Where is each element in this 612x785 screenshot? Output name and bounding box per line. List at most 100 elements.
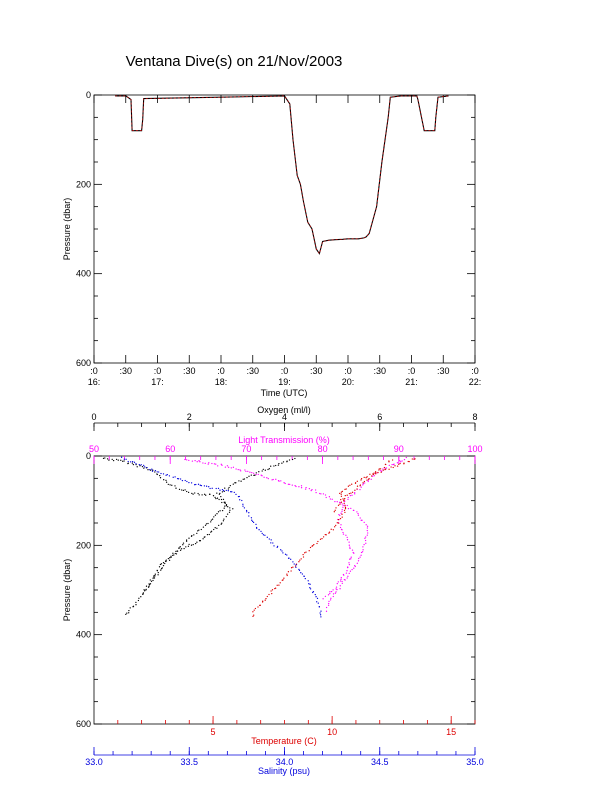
- data-point: [356, 480, 358, 482]
- data-point: [291, 484, 293, 486]
- data-point: [230, 491, 232, 493]
- data-point: [247, 470, 249, 473]
- data-point: [413, 458, 415, 460]
- data-point: [190, 544, 193, 546]
- data-point: [239, 469, 241, 471]
- data-point: [344, 506, 347, 509]
- data-point: [309, 588, 312, 590]
- data-point: [339, 503, 341, 505]
- data-point: [405, 456, 407, 459]
- data-point: [179, 546, 181, 548]
- data-point: [270, 542, 272, 544]
- data-point: [375, 473, 377, 475]
- data-point: [203, 536, 205, 538]
- data-point: [362, 482, 364, 484]
- data-point: [216, 497, 219, 499]
- data-point: [310, 489, 312, 492]
- data-point: [372, 473, 375, 476]
- data-point: [314, 489, 317, 491]
- data-point: [382, 468, 384, 470]
- data-point: [153, 577, 156, 579]
- data-point: [362, 546, 364, 548]
- data-point: [366, 479, 368, 481]
- top-panel: 0200400600:016::30:017::30:018::30:019::…: [62, 90, 481, 398]
- data-point: [351, 483, 353, 485]
- data-point: [157, 571, 159, 574]
- data-point: [139, 465, 141, 467]
- data-point: [359, 556, 361, 558]
- data-point: [249, 471, 251, 473]
- data-point: [185, 540, 188, 542]
- data-point: [138, 463, 140, 466]
- data-point: [204, 462, 206, 465]
- data-point: [348, 572, 350, 575]
- data-point: [202, 462, 204, 464]
- data-point: [274, 587, 276, 590]
- bottom-plot-frame: [93, 455, 476, 725]
- data-point: [215, 463, 217, 465]
- data-point: [399, 460, 401, 462]
- oxygen-tick-label: 8: [472, 412, 477, 422]
- data-point: [346, 494, 348, 496]
- data-point: [280, 549, 282, 551]
- data-point: [261, 475, 263, 477]
- data-point: [198, 494, 200, 496]
- top-x-tick-label: 18:: [215, 377, 228, 387]
- data-point: [344, 494, 346, 497]
- data-point: [245, 470, 247, 473]
- data-point: [278, 584, 280, 586]
- data-point: [127, 462, 129, 464]
- data-point: [346, 536, 348, 539]
- data-point: [337, 581, 339, 583]
- data-point: [149, 583, 152, 585]
- data-point: [328, 531, 331, 533]
- data-point: [147, 586, 150, 588]
- data-point: [341, 508, 343, 511]
- data-point: [341, 510, 343, 513]
- data-point: [336, 501, 338, 503]
- data-point: [340, 577, 342, 579]
- data-point: [273, 545, 275, 547]
- data-point: [411, 458, 413, 460]
- data-point: [238, 495, 240, 498]
- data-point: [327, 604, 330, 606]
- data-point: [188, 481, 190, 484]
- data-point: [359, 488, 361, 491]
- salinity-tick-label: 33.5: [180, 757, 198, 767]
- data-point: [261, 470, 263, 472]
- data-point: [329, 591, 331, 593]
- data-point: [168, 475, 171, 477]
- data-point: [173, 554, 175, 556]
- data-point: [112, 459, 115, 462]
- data-point: [354, 482, 357, 484]
- data-point: [201, 494, 203, 496]
- data-point: [239, 499, 241, 501]
- data-point: [300, 487, 303, 489]
- data-point: [135, 601, 137, 604]
- data-point: [275, 464, 277, 467]
- data-point: [329, 498, 332, 500]
- data-point: [182, 542, 185, 544]
- data-point: [123, 460, 125, 462]
- data-point: [316, 597, 319, 600]
- data-point: [210, 530, 213, 532]
- data-point: [266, 595, 268, 598]
- data-point: [241, 499, 243, 502]
- data-point: [179, 549, 182, 551]
- data-point: [224, 502, 226, 504]
- light-transmission-tick-label: 50: [89, 444, 99, 454]
- data-point: [379, 468, 382, 470]
- data-point: [308, 550, 310, 552]
- data-point: [276, 546, 278, 549]
- data-point: [360, 554, 362, 556]
- data-point: [366, 534, 368, 536]
- data-point: [182, 489, 185, 492]
- data-point: [259, 604, 261, 606]
- data-point: [267, 477, 269, 480]
- data-point: [152, 469, 154, 471]
- data-point: [210, 531, 212, 533]
- data-point: [346, 570, 348, 572]
- data-point: [340, 495, 343, 497]
- data-point: [359, 517, 361, 519]
- data-point: [115, 458, 118, 461]
